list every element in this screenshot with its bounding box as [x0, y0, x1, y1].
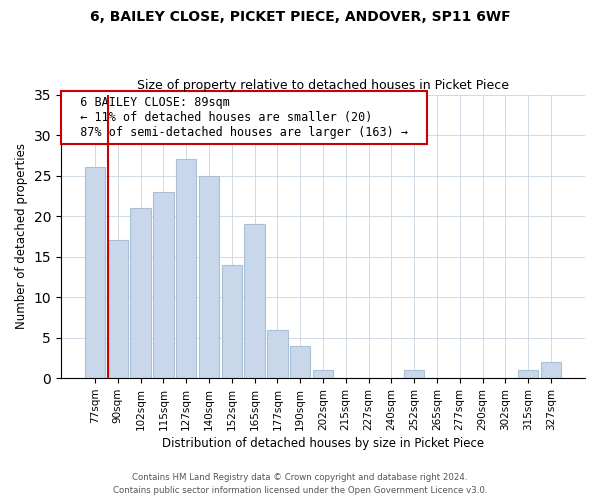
Bar — [153, 192, 173, 378]
Bar — [221, 264, 242, 378]
Text: Contains HM Land Registry data © Crown copyright and database right 2024.
Contai: Contains HM Land Registry data © Crown c… — [113, 474, 487, 495]
Bar — [244, 224, 265, 378]
Bar — [404, 370, 424, 378]
Bar — [107, 240, 128, 378]
Bar — [518, 370, 538, 378]
Y-axis label: Number of detached properties: Number of detached properties — [15, 144, 28, 330]
Bar — [541, 362, 561, 378]
Title: Size of property relative to detached houses in Picket Piece: Size of property relative to detached ho… — [137, 79, 509, 92]
Bar — [267, 330, 287, 378]
Bar — [199, 176, 219, 378]
Text: 6, BAILEY CLOSE, PICKET PIECE, ANDOVER, SP11 6WF: 6, BAILEY CLOSE, PICKET PIECE, ANDOVER, … — [89, 10, 511, 24]
Bar — [130, 208, 151, 378]
X-axis label: Distribution of detached houses by size in Picket Piece: Distribution of detached houses by size … — [162, 437, 484, 450]
Bar — [176, 160, 196, 378]
Bar — [85, 168, 105, 378]
Bar — [290, 346, 310, 378]
Text: 6 BAILEY CLOSE: 89sqm
  ← 11% of detached houses are smaller (20)
  87% of semi-: 6 BAILEY CLOSE: 89sqm ← 11% of detached … — [66, 96, 422, 139]
Bar — [313, 370, 333, 378]
